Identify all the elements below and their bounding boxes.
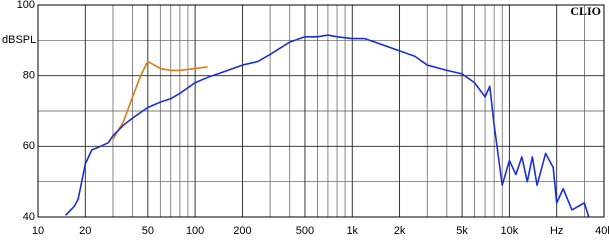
- y-tick-label: 80: [23, 70, 35, 82]
- x-tick-label: 50: [142, 225, 154, 237]
- x-tick-label: 40k: [595, 225, 609, 237]
- x-tick-label: 1k: [346, 225, 358, 237]
- x-tick-label: 100: [186, 225, 204, 237]
- plot-frame: [37, 4, 605, 218]
- x-tick-label: 2k: [394, 225, 406, 237]
- y-tick-label: 60: [23, 140, 35, 152]
- x-tick-label: 200: [233, 225, 251, 237]
- x-tick-label: 20: [79, 225, 91, 237]
- x-tick-label: Hz: [550, 225, 563, 237]
- data-line: [112, 60, 208, 140]
- data-line: [65, 34, 590, 218]
- x-tick-label: 5k: [456, 225, 468, 237]
- y-tick-label: 100: [17, 0, 35, 11]
- x-tick-label: 500: [296, 225, 314, 237]
- y-axis-label: dBSPL: [2, 34, 36, 46]
- x-tick-label: 10: [32, 225, 44, 237]
- y-tick-label: 40: [23, 211, 35, 223]
- brand: CLIO: [570, 4, 601, 18]
- x-tick-label: 10k: [501, 225, 519, 237]
